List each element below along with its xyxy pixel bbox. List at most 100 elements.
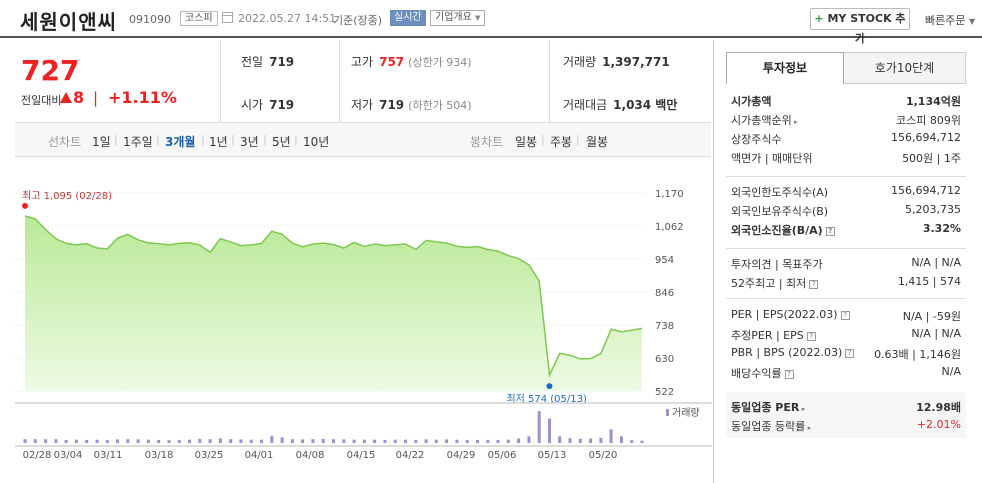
help-icon[interactable]: ? <box>784 369 794 379</box>
info-row-label: 액면가 | 매매단위 <box>731 152 813 165</box>
stock-header: 세원이앤씨 091090 코스피 2022.05.27 14:51 기준(장중)… <box>0 0 982 45</box>
realtime-button[interactable]: 실시간 <box>390 10 426 26</box>
volume-bar <box>64 439 68 443</box>
volume-bar <box>630 440 634 443</box>
price-area <box>25 215 642 391</box>
info-row-value: 0.63배 | 1,146원 <box>874 348 961 361</box>
volume-cell: 거래량 1,397,771 <box>563 53 670 70</box>
line-chart-label: 선차트 <box>48 135 82 149</box>
volume-bar <box>383 439 387 443</box>
tab-order-book[interactable]: 호가10단계 <box>844 52 966 84</box>
info-row-label[interactable]: 동일업종 등락률 ▸ <box>731 420 812 433</box>
info-row-value: N/A | -59원 <box>902 310 961 323</box>
change-percent: +1.11% <box>108 88 177 107</box>
x-tick-label: 04/22 <box>396 450 425 461</box>
tab-monthly-candle[interactable]: 월봉 <box>586 135 609 149</box>
divider <box>549 40 550 122</box>
volume-bar <box>270 435 274 443</box>
help-icon[interactable]: ? <box>806 331 816 341</box>
volume-bar <box>424 439 428 443</box>
chart-period-bar: 선차트 1일 | 1주일 | 3개월 | 1년 | 3년 | 5년 | 10년 … <box>15 122 711 157</box>
chevron-right-icon[interactable]: ▸ <box>799 405 806 413</box>
info-row-label: 외국인한도주식수(A) <box>731 186 829 199</box>
tab-1week[interactable]: 1주일 <box>123 135 153 149</box>
volume-bar <box>619 436 623 443</box>
volume-bar <box>527 436 531 443</box>
volume-bar <box>157 439 161 443</box>
info-row-value: N/A | N/A <box>911 327 961 340</box>
price-axis: 1,170 1,062 954 846 738 630 522 <box>655 189 684 398</box>
high-annotation: 최고 1,095 (02/28) <box>22 190 112 202</box>
tab-weekly-candle[interactable]: 주봉 <box>550 135 573 149</box>
x-tick-label: 04/01 <box>245 450 274 461</box>
change-amount: 8 <box>60 88 84 107</box>
high-cell: 고가 757 (상한가 934) <box>351 53 472 70</box>
market-badge: 코스피 <box>180 11 218 26</box>
upper-limit: (상한가 934) <box>408 56 472 69</box>
x-tick-label: 04/15 <box>347 450 376 461</box>
quick-order-button[interactable]: 빠른주문 ▼ <box>925 12 975 28</box>
volume-bar <box>558 436 562 443</box>
prev-close-cell: 전일 719 <box>241 53 294 70</box>
help-icon[interactable]: ? <box>825 226 835 236</box>
info-row: 상장주식수 156,694,712 <box>731 131 961 148</box>
volume-bar <box>476 439 479 443</box>
x-tick-label: 04/08 <box>296 450 325 461</box>
volume-bar <box>506 439 510 443</box>
help-icon[interactable]: ? <box>809 279 819 289</box>
volume-bar <box>33 439 37 443</box>
tab-1day[interactable]: 1일 <box>92 135 111 149</box>
open-label: 시가 <box>241 98 264 112</box>
chevron-right-icon[interactable]: ▸ <box>805 424 812 432</box>
info-row: 액면가 | 매매단위 500원 | 1주 <box>731 150 961 167</box>
divider <box>339 40 340 122</box>
tab-5years[interactable]: 5년 <box>272 135 291 149</box>
volume-bar <box>393 439 397 443</box>
info-row: 외국인한도주식수(A) 156,694,712 <box>731 184 961 201</box>
tab-investment-info[interactable]: 투자정보 <box>726 52 844 84</box>
price-chart[interactable]: 1,170 1,062 954 846 738 630 522 최고 1,095 (02/2… <box>15 157 712 483</box>
tab-1year[interactable]: 1년 <box>209 135 228 149</box>
info-row: 추정PER | EPS? N/A | N/A <box>731 327 961 344</box>
x-tick-label: 05/06 <box>488 450 517 461</box>
info-row-label: 외국인보유주식수(B) <box>731 205 829 218</box>
volume-bar <box>218 438 222 443</box>
tab-daily-candle[interactable]: 일봉 <box>515 135 538 149</box>
info-row-label: PBR | BPS (2022.03)? <box>731 346 855 359</box>
chevron-right-icon[interactable]: ▸ <box>791 118 798 126</box>
volume-bar <box>373 439 377 443</box>
info-row: 외국인소진율(B/A)? 3.32% <box>731 222 961 239</box>
info-row: PER | EPS(2022.03)? N/A | -59원 <box>731 308 961 325</box>
y-tick-label: 846 <box>655 288 674 299</box>
volume-bar <box>44 439 48 443</box>
help-icon[interactable]: ? <box>845 348 855 358</box>
quote-basis: 기준(장중) <box>333 14 383 27</box>
current-price: 727 <box>21 54 80 87</box>
volume-bar <box>188 439 191 443</box>
plus-icon: + <box>814 12 824 25</box>
info-row-value: 1,415 | 574 <box>897 275 961 288</box>
volume-bar <box>342 439 346 443</box>
company-overview-button[interactable]: 기업개요 ▼ <box>430 10 486 26</box>
low-cell: 저가 719 (하한가 504) <box>351 96 472 113</box>
volume-bar <box>332 439 335 443</box>
low-value: 719 <box>379 98 405 112</box>
volume-bar <box>362 439 366 443</box>
sector-summary: 동일업종 PER ▸ 12.98배 동일업종 등락률 ▸ +2.01% <box>726 392 966 438</box>
x-tick-label: 03/25 <box>195 450 224 461</box>
tab-10years[interactable]: 10년 <box>303 135 330 149</box>
volume-bar <box>85 439 89 443</box>
info-row: 동일업종 등락률 ▸ +2.01% <box>731 418 961 435</box>
help-icon[interactable]: ? <box>840 310 850 320</box>
info-row-label[interactable]: 동일업종 PER ▸ <box>731 401 806 414</box>
tab-3years[interactable]: 3년 <box>240 135 259 149</box>
volume-label: 거래량 <box>563 55 597 69</box>
calendar-icon <box>222 12 233 23</box>
add-mystock-button[interactable]: + MY STOCK 추가 <box>810 8 910 45</box>
y-tick-label: 522 <box>655 387 674 398</box>
volume-bar <box>249 439 253 443</box>
info-row-label[interactable]: 시가총액순위 ▸ <box>731 114 798 127</box>
volume-bar <box>126 439 130 443</box>
tab-3months[interactable]: 3개월 <box>165 135 196 149</box>
volume-bar <box>116 439 119 443</box>
